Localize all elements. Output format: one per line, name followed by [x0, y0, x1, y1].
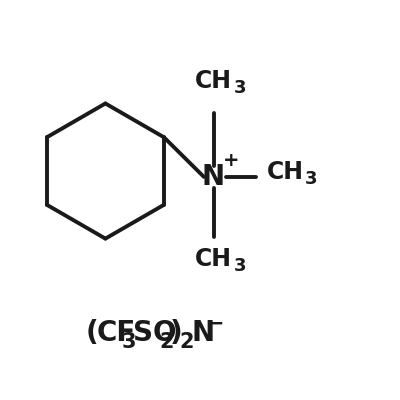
Text: CF: CF	[97, 319, 136, 347]
Text: 3: 3	[305, 170, 318, 188]
Text: CH: CH	[195, 70, 232, 94]
Text: −: −	[206, 314, 224, 334]
Text: 3: 3	[122, 332, 136, 352]
Text: ): )	[170, 319, 183, 347]
Text: CH: CH	[266, 160, 304, 184]
Text: SO: SO	[133, 319, 176, 347]
Text: N: N	[191, 319, 214, 347]
Text: N: N	[202, 163, 225, 191]
Text: CH: CH	[195, 247, 232, 271]
Text: +: +	[223, 151, 239, 170]
Text: 3: 3	[234, 80, 246, 98]
Text: 3: 3	[234, 257, 246, 275]
Text: (: (	[86, 319, 99, 347]
Text: 2: 2	[180, 332, 194, 352]
Text: 2: 2	[159, 332, 174, 352]
